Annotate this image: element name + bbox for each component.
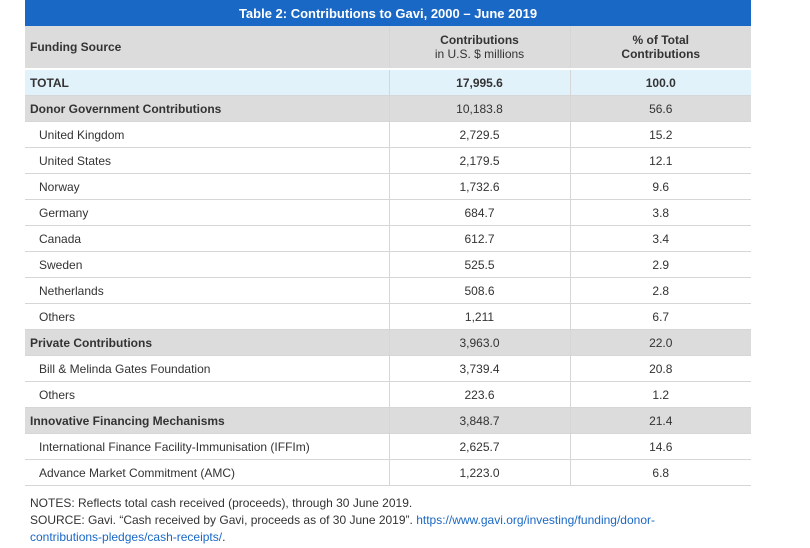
row-label: TOTAL <box>25 69 389 96</box>
row-label: Others <box>25 303 389 330</box>
contributions-table-panel: Table 2: Contributions to Gavi, 2000 – J… <box>25 0 751 486</box>
row-percent: 56.6 <box>569 95 751 122</box>
header-funding-source: Funding Source <box>25 26 389 70</box>
row-percent: 3.8 <box>569 199 751 226</box>
table-row: Norway 1,732.6 9.6 <box>25 173 751 200</box>
row-percent: 9.6 <box>569 173 751 200</box>
row-contribution: 17,995.6 <box>388 69 570 96</box>
group-row: Innovative Financing Mechanisms 3,848.7 21… <box>25 407 751 434</box>
row-contribution: 2,179.5 <box>388 147 570 174</box>
table-row: International Finance Facility-Immunisat… <box>25 433 751 460</box>
source-link-part2: contributions-pledges/cash-receipts/ <box>30 530 223 544</box>
header-percent-line2: Contributions <box>621 47 701 61</box>
table-header-row: Funding Source Contributions in U.S. $ m… <box>25 26 751 70</box>
header-contributions-line2: in U.S. $ millions <box>434 47 525 61</box>
table-row: Canada 612.7 3.4 <box>25 225 751 252</box>
row-percent: 2.8 <box>569 277 751 304</box>
row-percent: 6.7 <box>569 303 751 330</box>
row-label: Norway <box>25 173 389 200</box>
row-label: Bill & Melinda Gates Foundation <box>25 355 389 382</box>
row-label: Donor Government Contributions <box>25 95 389 122</box>
table-title: Table 2: Contributions to Gavi, 2000 – J… <box>25 0 751 26</box>
table-row: Bill & Melinda Gates Foundation 3,739.4 20… <box>25 355 751 382</box>
row-contribution: 1,223.0 <box>388 459 570 486</box>
row-label: International Finance Facility-Immunisat… <box>25 433 389 460</box>
total-row: TOTAL 17,995.6 100.0 <box>25 69 751 96</box>
source-link[interactable]: https://www.gavi.org/investing/funding/d… <box>30 513 655 544</box>
source-text: SOURCE: Gavi. “Cash received by Gavi, pr… <box>30 512 770 546</box>
row-label: Sweden <box>25 251 389 278</box>
row-percent: 14.6 <box>569 433 751 460</box>
row-contribution: 612.7 <box>388 225 570 252</box>
notes-text: NOTES: Reflects total cash received (pro… <box>30 496 413 510</box>
row-contribution: 10,183.8 <box>388 95 570 122</box>
table-row: Others 223.6 1.2 <box>25 381 751 408</box>
header-percent: % of Total Contributions <box>569 26 751 70</box>
group-row: Private Contributions 3,963.0 22.0 <box>25 329 751 356</box>
table-row: Others 1,211 6.7 <box>25 303 751 330</box>
row-contribution: 3,963.0 <box>388 329 570 356</box>
row-label: Innovative Financing Mechanisms <box>25 407 389 434</box>
group-row: Donor Government Contributions 10,183.8 56… <box>25 95 751 122</box>
row-contribution: 525.5 <box>388 251 570 278</box>
table-row: Netherlands 508.6 2.8 <box>25 277 751 304</box>
row-contribution: 1,732.6 <box>388 173 570 200</box>
row-percent: 22.0 <box>569 329 751 356</box>
table-row: Advance Market Commitment (AMC) 1,223.0 6.… <box>25 459 751 486</box>
header-contributions: Contributions in U.S. $ millions <box>388 26 570 70</box>
row-contribution: 508.6 <box>388 277 570 304</box>
table-row: Sweden 525.5 2.9 <box>25 251 751 278</box>
row-contribution: 1,211 <box>388 303 570 330</box>
row-percent: 15.2 <box>569 121 751 148</box>
row-label: Germany <box>25 199 389 226</box>
source-label: SOURCE: Gavi. “Cash received by Gavi, pr… <box>30 513 417 527</box>
table-notes: NOTES: Reflects total cash received (pro… <box>30 495 770 546</box>
table-row: Germany 684.7 3.8 <box>25 199 751 226</box>
row-percent: 12.1 <box>569 147 751 174</box>
row-percent: 1.2 <box>569 381 751 408</box>
source-link-part1: https://www.gavi.org/investing/funding/d… <box>416 513 655 527</box>
row-label: Netherlands <box>25 277 389 304</box>
row-label: Advance Market Commitment (AMC) <box>25 459 389 486</box>
header-contributions-line1: Contributions <box>440 33 519 47</box>
row-percent: 6.8 <box>569 459 751 486</box>
row-contribution: 684.7 <box>388 199 570 226</box>
row-percent: 3.4 <box>569 225 751 252</box>
row-percent: 2.9 <box>569 251 751 278</box>
row-label: United States <box>25 147 389 174</box>
row-contribution: 2,625.7 <box>388 433 570 460</box>
contributions-table: Funding Source Contributions in U.S. $ m… <box>25 26 751 486</box>
row-label: Private Contributions <box>25 329 389 356</box>
row-label: Canada <box>25 225 389 252</box>
header-percent-line1: % of Total <box>632 33 689 47</box>
row-contribution: 3,848.7 <box>388 407 570 434</box>
table-row: United Kingdom 2,729.5 15.2 <box>25 121 751 148</box>
row-contribution: 223.6 <box>388 381 570 408</box>
row-label: United Kingdom <box>25 121 389 148</box>
row-contribution: 3,739.4 <box>388 355 570 382</box>
table-row: United States 2,179.5 12.1 <box>25 147 751 174</box>
row-percent: 20.8 <box>569 355 751 382</box>
source-tail: . <box>222 530 226 544</box>
row-label: Others <box>25 381 389 408</box>
row-contribution: 2,729.5 <box>388 121 570 148</box>
row-percent: 100.0 <box>569 69 751 96</box>
row-percent: 21.4 <box>569 407 751 434</box>
